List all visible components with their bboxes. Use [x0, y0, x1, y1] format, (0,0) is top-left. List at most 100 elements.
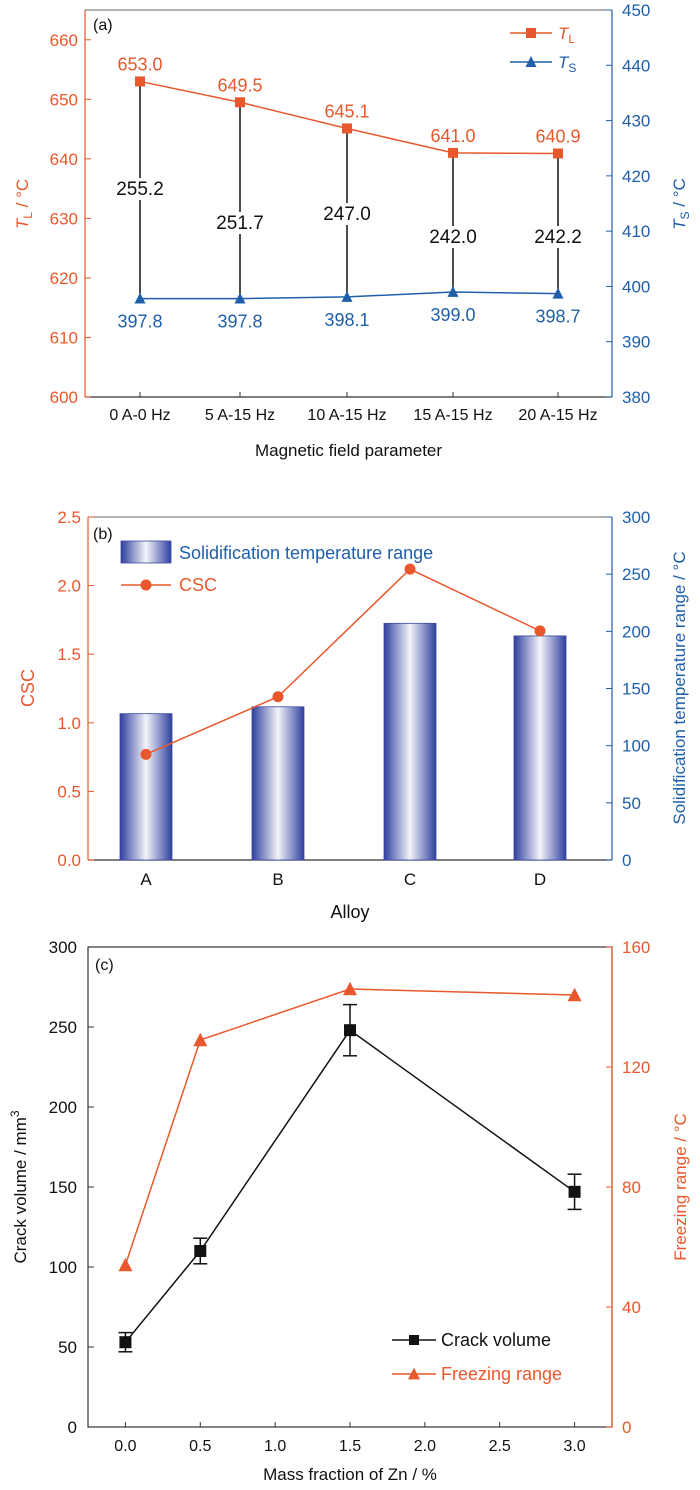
- right-y-tick-label: 160: [622, 938, 650, 957]
- right-y-tick-label: 300: [622, 508, 650, 527]
- left-y-tick-label: 0.0: [57, 851, 81, 870]
- crack-marker: [119, 1336, 132, 1349]
- crack-marker: [568, 1185, 581, 1198]
- x-tick-label: 0.5: [189, 1438, 211, 1455]
- legend-crack-marker: [409, 1335, 419, 1345]
- range-label: 242.2: [534, 227, 582, 248]
- left-y-tick-label: 660: [50, 31, 78, 50]
- right-y-tick-label: 80: [622, 1178, 641, 1197]
- csc-marker: [534, 625, 546, 637]
- x-tick-label: 3.0: [563, 1438, 585, 1455]
- tl-marker: [553, 148, 563, 159]
- range-bar: [251, 706, 305, 861]
- right-y-tick-label: 100: [622, 737, 650, 756]
- csc-marker: [272, 691, 284, 703]
- left-y-tick-label: 150: [49, 1178, 77, 1197]
- x-tick-label: A: [140, 870, 152, 889]
- chart-panel-b: 0.0 0.5 1.0 1.5 2.0 2.5 0 50 100 150 200 250 300 A B C D…: [18, 508, 689, 922]
- tl-data-label: 649.5: [217, 75, 262, 95]
- right-y-tick-label: 420: [622, 167, 650, 186]
- legend-crack-label: Crack volume: [441, 1330, 551, 1350]
- left-y-tick-label: 1.5: [57, 645, 81, 664]
- right-y-tick-label: 0: [622, 1418, 631, 1437]
- left-y-tick-label: 640: [50, 150, 78, 169]
- left-y-tick-label: 50: [58, 1338, 77, 1357]
- legend-tl-label: TL: [558, 24, 575, 46]
- left-y-tick-label: 630: [50, 209, 78, 228]
- left-y-tick-label: 1.0: [57, 714, 81, 733]
- ts-marker: [552, 287, 564, 299]
- tl-marker: [235, 97, 245, 108]
- left-y-tick-label: 620: [50, 269, 78, 288]
- right-y-axis-title: Solidification temperature range / °C: [670, 551, 689, 824]
- x-tick-label: C: [404, 870, 416, 889]
- range-label-bg: [320, 203, 374, 225]
- ts-marker: [134, 292, 146, 304]
- legend-freezing-marker: [408, 1367, 420, 1380]
- panel-label: (a): [93, 17, 113, 34]
- x-axis-title: Alloy: [330, 902, 369, 922]
- range-label-bg: [426, 226, 480, 248]
- left-y-tick-label: 600: [50, 388, 78, 407]
- ts-data-label: 397.8: [217, 312, 262, 332]
- right-y-tick-label: 250: [622, 565, 650, 584]
- range-label: 247.0: [323, 204, 371, 225]
- x-axis-title: Mass fraction of Zn / %: [263, 1465, 437, 1484]
- right-y-tick-label: 200: [622, 622, 650, 641]
- panel-label: (c): [95, 957, 114, 974]
- x-tick-label: 10 A-15 Hz: [307, 407, 386, 424]
- left-y-tick-label: 100: [49, 1258, 77, 1277]
- left-y-tick-label: 2.0: [57, 577, 81, 596]
- crack-marker: [194, 1245, 207, 1257]
- left-y-tick-label: 300: [49, 938, 77, 957]
- range-bar: [119, 713, 173, 861]
- freezing-series-line: [124, 988, 575, 1266]
- ts-data-label: 397.8: [117, 312, 162, 332]
- left-y-tick-label: 0.5: [57, 782, 81, 801]
- chart-panel-a: 600 610 620 630 640 650 660 380 390 400 410 420 430 4…: [13, 1, 692, 460]
- x-axis-title: Magnetic field parameter: [255, 441, 442, 460]
- right-y-tick-label: 40: [622, 1298, 641, 1317]
- legend-ts-marker: [525, 56, 537, 67]
- right-y-tick-label: 430: [622, 112, 650, 131]
- chart-panel-c: 0 50 100 150 200 250 300 0 40 80 120 160 0.0 0.5 1.0 1.…: [8, 938, 690, 1484]
- x-tick-label: B: [272, 870, 283, 889]
- right-y-tick-label: 410: [622, 222, 650, 241]
- legend-bar-swatch: [120, 540, 172, 564]
- x-tick-label: 1.0: [264, 1438, 286, 1455]
- freezing-marker: [118, 1257, 133, 1272]
- legend-csc-label: CSC: [179, 575, 217, 595]
- x-tick-label: 15 A-15 Hz: [413, 407, 492, 424]
- right-y-tick-label: 150: [622, 680, 650, 699]
- ts-marker: [341, 290, 353, 302]
- panel-label: (b): [93, 526, 113, 543]
- left-y-tick-label: 2.5: [57, 508, 81, 527]
- x-tick-label: 2.5: [489, 1438, 511, 1455]
- left-y-tick-label: 610: [50, 328, 78, 347]
- x-tick-label: 20 A-15 Hz: [518, 407, 597, 424]
- freezing-marker: [343, 981, 357, 996]
- tl-data-label: 653.0: [117, 54, 162, 74]
- crack-series-line: [124, 1029, 576, 1343]
- tl-data-label: 640.9: [535, 126, 580, 146]
- right-y-axis-title: TS / °C: [670, 178, 692, 230]
- left-y-axis-title: CSC: [18, 669, 38, 707]
- ts-data-label: 399.0: [430, 305, 475, 325]
- left-y-tick-label: 0: [68, 1418, 77, 1437]
- right-y-tick-label: 450: [622, 1, 650, 20]
- right-y-tick-label: 400: [622, 277, 650, 296]
- range-bar: [383, 622, 437, 861]
- tl-marker: [135, 76, 145, 87]
- x-tick-label: 1.5: [339, 1438, 361, 1455]
- range-label-bg: [531, 226, 585, 248]
- ts-data-label: 398.1: [324, 310, 369, 330]
- left-y-tick-label: 650: [50, 90, 78, 109]
- legend-bar-label: Solidification temperature range: [179, 543, 433, 563]
- right-y-tick-label: 390: [622, 333, 650, 352]
- crack-marker: [344, 1024, 356, 1037]
- legend-csc-marker: [140, 579, 152, 591]
- freezing-marker: [193, 1032, 208, 1047]
- right-y-tick-label: 440: [622, 56, 650, 75]
- x-tick-label: D: [534, 870, 546, 889]
- range-label-bg: [113, 178, 167, 200]
